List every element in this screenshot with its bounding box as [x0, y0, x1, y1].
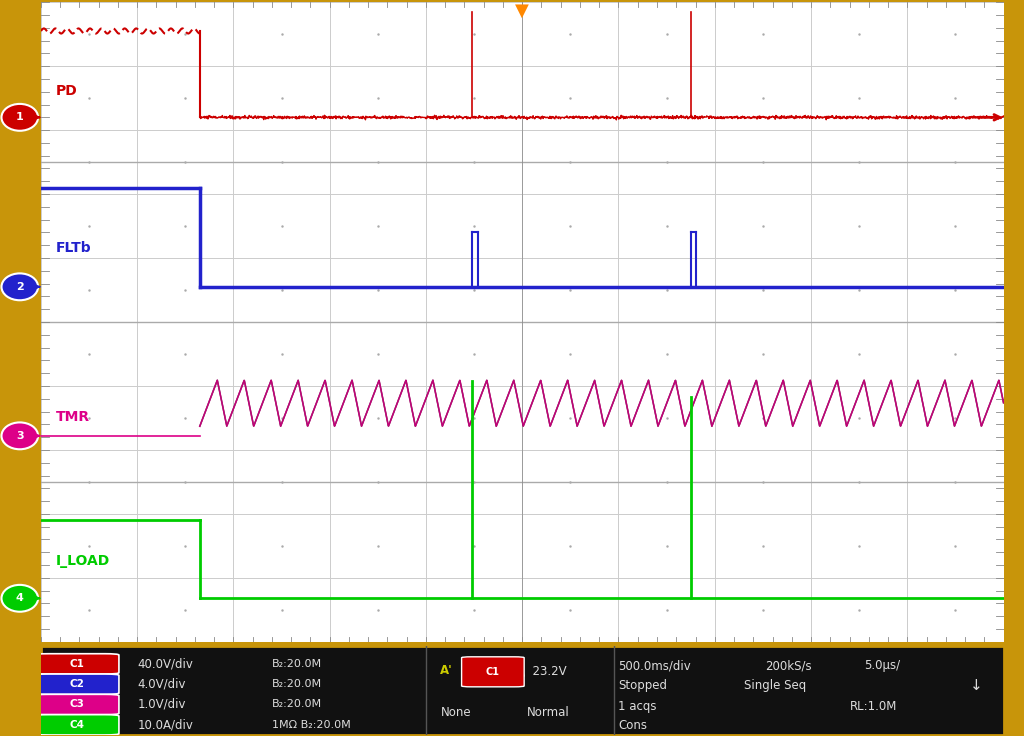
- Text: \  23.2V: \ 23.2V: [521, 665, 567, 677]
- Text: 500.0ms/div: 500.0ms/div: [618, 659, 691, 672]
- Text: ▼: ▼: [515, 2, 529, 20]
- Text: 1 acqs: 1 acqs: [618, 700, 657, 712]
- Text: 10.0A/div: 10.0A/div: [137, 718, 194, 732]
- Text: 1MΩ B₂:20.0M: 1MΩ B₂:20.0M: [272, 720, 351, 730]
- Text: ↓: ↓: [970, 679, 983, 693]
- Text: A': A': [440, 665, 454, 677]
- Text: TMR: TMR: [55, 410, 89, 424]
- Text: Normal: Normal: [527, 706, 569, 719]
- FancyBboxPatch shape: [34, 715, 119, 735]
- Text: B₂:20.0M: B₂:20.0M: [272, 699, 323, 710]
- Text: RL:1.0M: RL:1.0M: [850, 700, 897, 712]
- Text: C3: C3: [70, 699, 84, 710]
- Text: 1: 1: [16, 113, 24, 122]
- Text: Single Seq: Single Seq: [743, 679, 806, 693]
- Text: C1: C1: [70, 659, 84, 669]
- Text: I_LOAD: I_LOAD: [55, 554, 110, 568]
- FancyBboxPatch shape: [34, 654, 119, 674]
- Text: 40.0V/div: 40.0V/div: [137, 657, 194, 670]
- Text: 3: 3: [16, 431, 24, 441]
- Text: 4: 4: [15, 593, 24, 604]
- Ellipse shape: [1, 585, 38, 612]
- Text: Stopped: Stopped: [618, 679, 668, 693]
- Text: 5.0µs/: 5.0µs/: [864, 659, 900, 672]
- Text: 4.0V/div: 4.0V/div: [137, 678, 185, 690]
- Text: 1.0V/div: 1.0V/div: [137, 698, 185, 711]
- FancyBboxPatch shape: [34, 674, 119, 694]
- Ellipse shape: [1, 104, 38, 131]
- Text: 200kS/s: 200kS/s: [765, 659, 811, 672]
- Text: C1: C1: [485, 667, 500, 677]
- FancyBboxPatch shape: [462, 657, 524, 687]
- Text: B₂:20.0M: B₂:20.0M: [272, 679, 323, 689]
- Text: Cons: Cons: [618, 719, 647, 732]
- Text: C2: C2: [70, 679, 84, 689]
- Text: FLTb: FLTb: [55, 241, 91, 255]
- Text: C4: C4: [69, 720, 84, 730]
- Ellipse shape: [1, 422, 38, 449]
- Text: PD: PD: [55, 84, 77, 98]
- Ellipse shape: [1, 273, 38, 300]
- Text: B₂:20.0M: B₂:20.0M: [272, 659, 323, 669]
- Text: 2: 2: [16, 282, 24, 291]
- Text: None: None: [440, 706, 471, 719]
- FancyBboxPatch shape: [34, 694, 119, 715]
